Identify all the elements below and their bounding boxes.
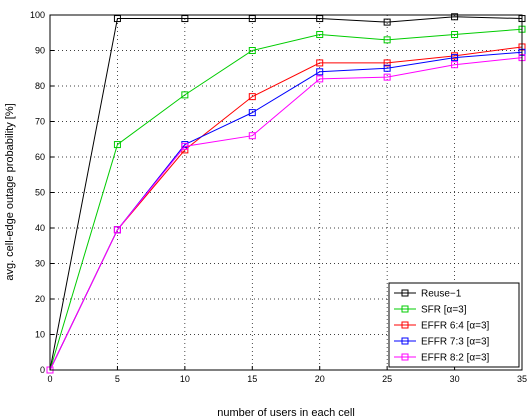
x-tick-label: 15 (247, 374, 257, 384)
data-point (383, 18, 391, 26)
data-point (113, 15, 121, 23)
data-point (383, 64, 391, 72)
x-tick-label: 35 (517, 374, 527, 384)
series-line (49, 16, 523, 371)
data-point (383, 73, 391, 81)
legend-item: EFFR 6:4 [α=3] (394, 321, 490, 332)
data-point (248, 109, 256, 117)
data-point (451, 61, 459, 69)
y-tick-label: 80 (35, 81, 45, 91)
data-point (248, 93, 256, 101)
legend-label: Reuse−1 (421, 289, 462, 300)
legend-marker (401, 305, 409, 313)
data-point (113, 226, 121, 234)
data-point (451, 31, 459, 39)
data-point (248, 47, 256, 54)
legend-label: EFFR 8:2 [α=3] (421, 353, 490, 364)
data-point (316, 75, 324, 83)
legend-item: EFFR 8:2 [α=3] (394, 353, 490, 364)
x-tick-label: 25 (382, 374, 392, 384)
x-tick-label: 20 (315, 374, 325, 384)
legend-label: EFFR 7:3 [α=3] (421, 337, 490, 348)
data-point (451, 13, 459, 21)
legend-marker (401, 321, 409, 329)
y-tick-label: 70 (35, 117, 45, 127)
data-point (181, 91, 189, 99)
data-point (316, 15, 324, 23)
legend: Reuse−1 SFR [α=3] EFFR 6:4 [α=3] EFFR 7:3 [… (388, 282, 520, 368)
x-tick-label: 5 (115, 374, 120, 384)
y-axis-title: avg. cell-edge outage probability [%] (4, 103, 16, 280)
data-point (248, 132, 256, 140)
data-point (316, 59, 324, 67)
data-point (316, 31, 324, 39)
x-tick-label: 30 (450, 374, 460, 384)
legend-label: SFR [α=3] (421, 305, 467, 316)
grid-lines (50, 15, 522, 370)
legend-label: EFFR 6:4 [α=3] (421, 321, 490, 332)
x-tick-label: 10 (180, 374, 190, 384)
y-tick-label: 60 (35, 152, 45, 162)
y-tick-label: 100 (30, 10, 45, 20)
x-tick-label: 0 (47, 374, 52, 384)
data-point (113, 141, 121, 149)
y-tick-label: 10 (35, 330, 45, 340)
series-layer (46, 13, 526, 374)
y-tick-label: 30 (35, 259, 45, 269)
data-point (181, 142, 189, 150)
data-point (181, 15, 189, 23)
data-point (316, 68, 324, 76)
data-point (451, 54, 459, 62)
y-tick-label: 40 (35, 223, 45, 233)
y-tick-label: 50 (35, 188, 45, 198)
y-tick-label: 0 (40, 365, 45, 375)
legend-marker (401, 289, 409, 297)
legend-marker (401, 353, 409, 361)
legend-item: EFFR 7:3 [α=3] (394, 337, 490, 348)
data-point (383, 59, 391, 67)
legend-item: SFR [α=3] (394, 305, 467, 316)
y-tick-label: 20 (35, 294, 45, 304)
legend-item: Reuse−1 (394, 289, 462, 300)
data-point (383, 36, 391, 44)
y-tick-label: 90 (35, 46, 45, 56)
data-point (248, 15, 256, 23)
series-line (49, 28, 523, 371)
series-line (49, 57, 523, 371)
legend-marker (401, 337, 409, 345)
x-axis-title: number of users in each cell (217, 407, 355, 419)
